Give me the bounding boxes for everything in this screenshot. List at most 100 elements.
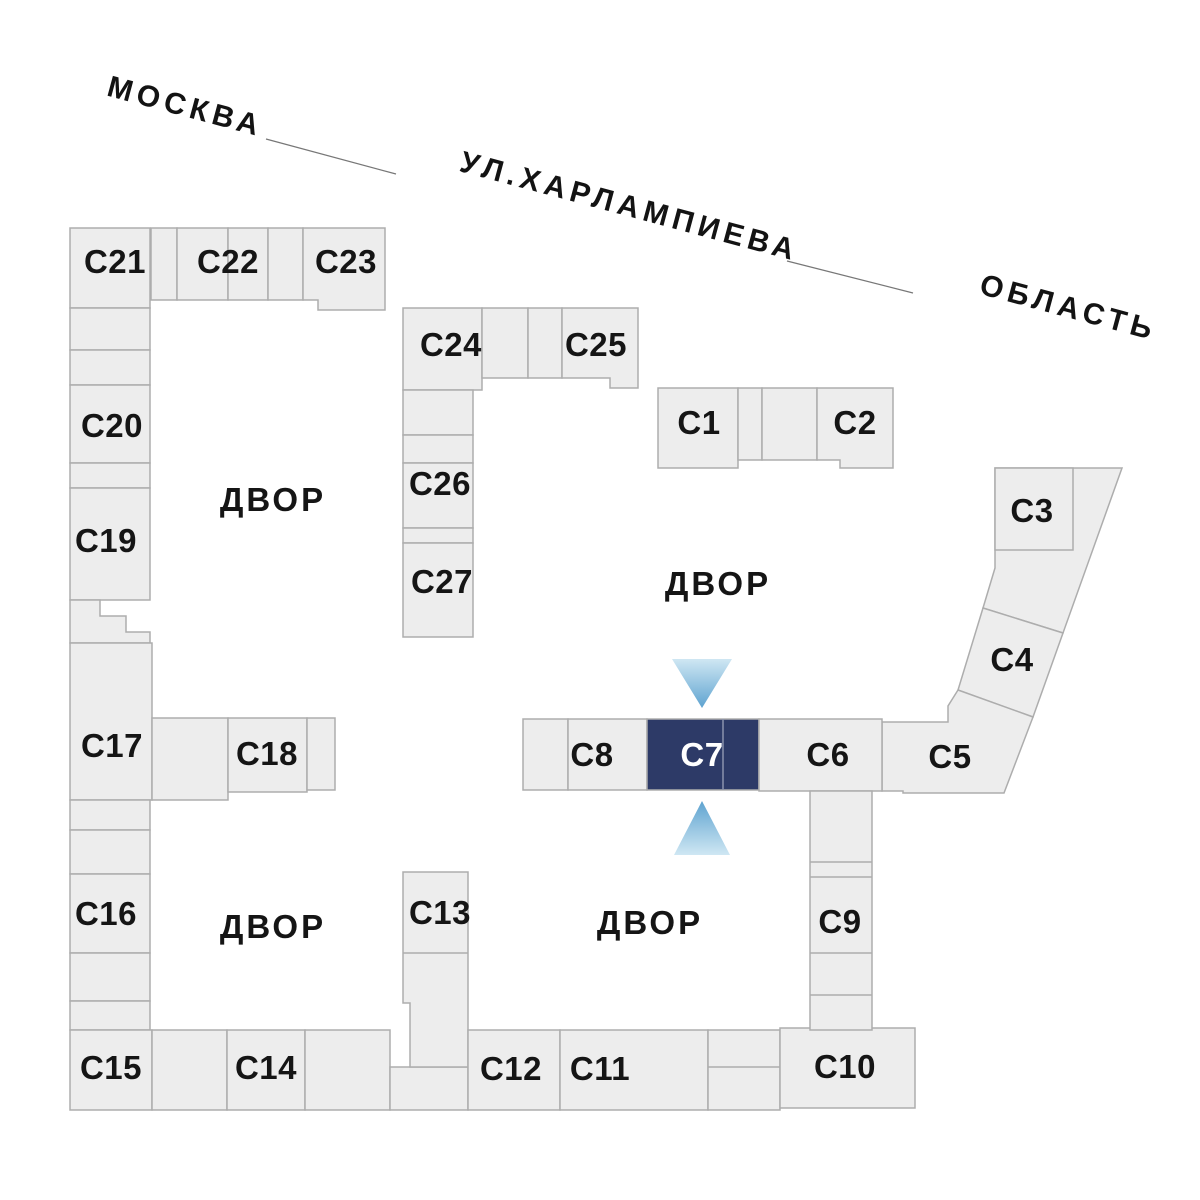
- block-label-c6: C6: [806, 736, 849, 773]
- block-c7-shape[interactable]: [646, 718, 760, 791]
- block-label-c16: C16: [75, 895, 137, 932]
- block-c6[interactable]: C6: [758, 718, 883, 792]
- block-c10[interactable]: C10: [779, 1027, 916, 1109]
- selection-arrow-down-icon: [672, 659, 732, 708]
- left-strip-upper: [69, 307, 151, 386]
- block-c18-shape[interactable]: [227, 717, 308, 793]
- block-label-c10: C10: [814, 1048, 876, 1085]
- block-c12[interactable]: C12: [467, 1029, 561, 1111]
- courtyard-label: ДВОР: [665, 565, 771, 602]
- block-label-c24: C24: [420, 326, 482, 363]
- block-cell: [69, 829, 151, 875]
- block-c4[interactable]: C4: [957, 607, 1064, 718]
- block-c5-shape[interactable]: [881, 689, 1034, 794]
- block-c13-shape[interactable]: [402, 871, 469, 1068]
- block-cell: [69, 349, 151, 386]
- block-c11[interactable]: C11: [559, 1029, 709, 1111]
- block-cell: [707, 1029, 781, 1111]
- block-label-c21: C21: [84, 243, 146, 280]
- block-label-c3: C3: [1010, 492, 1053, 529]
- block-label-c4: C4: [990, 641, 1033, 678]
- block-c25-shape[interactable]: [561, 307, 639, 389]
- block-label-c15: C15: [80, 1049, 142, 1086]
- block-c9[interactable]: C9: [809, 790, 873, 1031]
- block-cell: [150, 227, 178, 301]
- block-cell: [69, 799, 151, 831]
- block-c20-shape[interactable]: [69, 384, 151, 464]
- block-c26[interactable]: C26: [402, 462, 474, 529]
- block-cell: [402, 527, 474, 544]
- block-c18[interactable]: C18: [227, 717, 308, 793]
- block-c24-shape[interactable]: [402, 307, 483, 391]
- block-label-c14: C14: [235, 1049, 297, 1086]
- block-c23[interactable]: C23: [302, 227, 386, 311]
- block-c12-shape[interactable]: [467, 1029, 561, 1111]
- block-label-c5: C5: [928, 738, 971, 775]
- block-c13[interactable]: C13: [402, 871, 471, 1068]
- block-c16-shape[interactable]: [69, 873, 151, 954]
- block-label-c11: C11: [570, 1050, 630, 1087]
- block-c3-shape[interactable]: [994, 467, 1074, 551]
- block-c2[interactable]: C2: [816, 387, 894, 469]
- block-c22[interactable]: C22: [150, 227, 304, 301]
- block-c14[interactable]: C14: [226, 1029, 306, 1111]
- block-label-c19: C19: [75, 522, 137, 559]
- block-c17[interactable]: C17: [69, 642, 153, 801]
- block-c23-shape[interactable]: [302, 227, 386, 311]
- block-cell: [481, 307, 529, 379]
- block-cell: [389, 1066, 469, 1111]
- selection-arrow-up-icon: [674, 801, 730, 855]
- block-c20[interactable]: C20: [69, 384, 151, 464]
- block-c7-selected[interactable]: C7: [646, 718, 760, 791]
- block-c21-shape[interactable]: [69, 227, 151, 309]
- block-cell: [527, 307, 563, 379]
- block-cell: [69, 952, 151, 1002]
- block-c10-shape[interactable]: [779, 1027, 916, 1109]
- block-c3[interactable]: C3: [994, 467, 1074, 551]
- block-label-c18: C18: [236, 735, 298, 772]
- block-c6-shape[interactable]: [758, 718, 883, 792]
- block-c9-shape[interactable]: [809, 790, 873, 1031]
- block-cell: [304, 1029, 391, 1111]
- block-c15[interactable]: C15: [69, 1029, 153, 1111]
- block-c17-shape[interactable]: [69, 642, 153, 801]
- street-labels: МОСКВА УЛ.ХАРЛАМПИЕВА ОБЛАСТЬ: [104, 70, 1161, 347]
- block-c2-shape[interactable]: [816, 387, 894, 469]
- block-label-c25: C25: [565, 326, 627, 363]
- block-c25[interactable]: C25: [561, 307, 639, 389]
- block-c8[interactable]: C8: [567, 718, 648, 791]
- block-c24[interactable]: C24: [402, 307, 483, 391]
- block-stair-cell: [69, 599, 151, 644]
- block-cell: [267, 227, 304, 301]
- block-c27-shape[interactable]: [402, 542, 474, 638]
- block-label-c12: C12: [480, 1050, 542, 1087]
- block-label-c20: C20: [81, 407, 143, 444]
- block-c19[interactable]: C19: [69, 487, 151, 601]
- block-label-c9: C9: [818, 903, 861, 940]
- block-c16[interactable]: C16: [69, 873, 151, 954]
- block-label-c13: C13: [409, 894, 471, 931]
- block-cell: [402, 434, 474, 464]
- block-c21[interactable]: C21: [69, 227, 151, 309]
- block-c1-shape[interactable]: [657, 387, 739, 469]
- block-label-c26: C26: [409, 465, 471, 502]
- street-label-oblast: ОБЛАСТЬ: [976, 268, 1160, 347]
- block-label-c7: C7: [680, 736, 723, 773]
- block-c26-shape[interactable]: [402, 462, 474, 529]
- block-label-c22: C22: [197, 243, 259, 280]
- street-divider-line: [786, 260, 914, 294]
- block-c19-shape[interactable]: [69, 487, 151, 601]
- block-c5[interactable]: C5: [881, 689, 1034, 794]
- block-cell: [402, 389, 474, 436]
- block-cell: [761, 387, 818, 461]
- street-label-kharlampieva: УЛ.ХАРЛАМПИЕВА: [456, 146, 802, 268]
- street-label-moskva: МОСКВА: [104, 70, 267, 143]
- courtyard-label: ДВОР: [220, 481, 326, 518]
- block-c11-shape[interactable]: [559, 1029, 709, 1111]
- block-cell: [737, 387, 763, 461]
- block-label-c17: C17: [81, 727, 143, 764]
- block-c27[interactable]: C27: [402, 542, 474, 638]
- block-label-c2: C2: [833, 404, 876, 441]
- block-c1[interactable]: C1: [657, 387, 739, 469]
